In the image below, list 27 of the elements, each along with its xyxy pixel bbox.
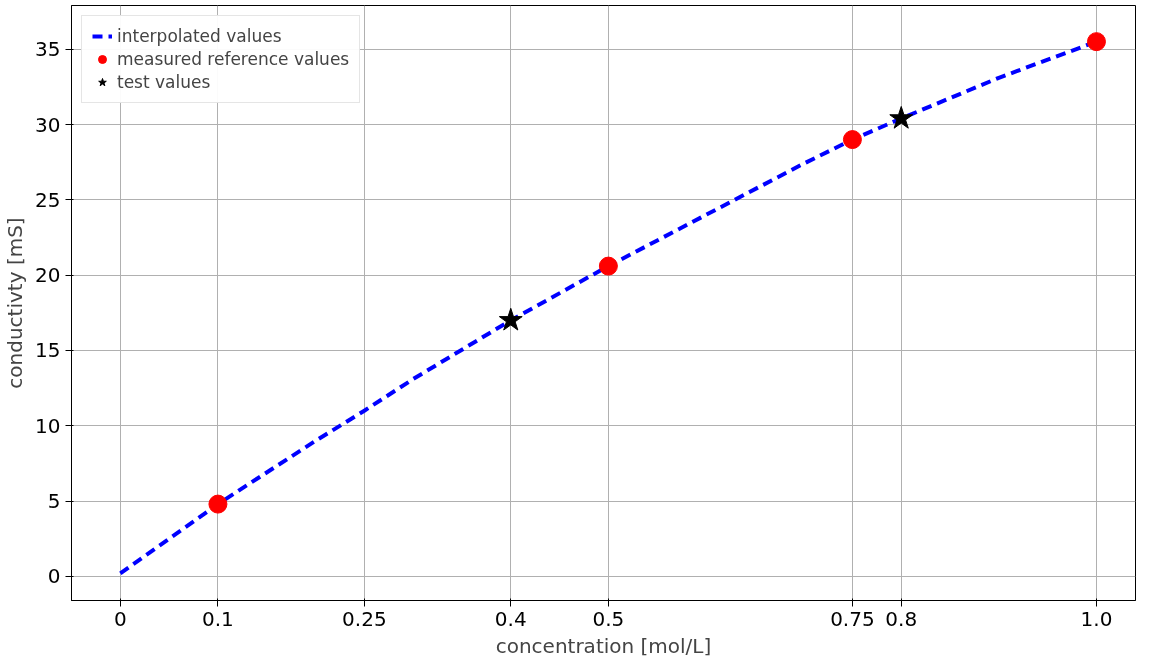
x-tick-label: 0.75 <box>830 606 875 631</box>
x-axis-title: concentration [mol/L] <box>495 633 712 658</box>
y-tick-label: 20 <box>35 263 61 288</box>
point <box>1086 32 1106 52</box>
x-tick-label: 0.1 <box>202 606 234 631</box>
point <box>842 130 862 150</box>
legend-label: test values <box>117 72 211 92</box>
x-tick-label: 0.8 <box>885 606 918 631</box>
legend-label: measured reference values <box>117 49 350 69</box>
point <box>498 307 523 331</box>
y-tick-label: 25 <box>35 187 61 212</box>
x-tick-label: 0.25 <box>342 606 387 631</box>
x-tick-label: 0.5 <box>592 606 625 631</box>
x-tick-label: 0 <box>113 606 127 631</box>
x-tick-label: 0.4 <box>494 606 527 631</box>
y-tick-label: 0 <box>47 564 61 589</box>
point <box>889 105 914 129</box>
y-tick-label: 15 <box>35 338 61 363</box>
y-tick-label: 5 <box>47 489 61 514</box>
legend-label: interpolated values <box>117 26 282 46</box>
y-axis-title: conductivty [mS] <box>3 217 28 389</box>
y-tick-label: 35 <box>35 37 61 62</box>
y-tick-label: 30 <box>35 112 61 137</box>
x-tick-label: 1.0 <box>1080 606 1113 631</box>
point <box>598 256 618 276</box>
y-tick-label: 10 <box>35 413 61 438</box>
point <box>208 494 228 514</box>
